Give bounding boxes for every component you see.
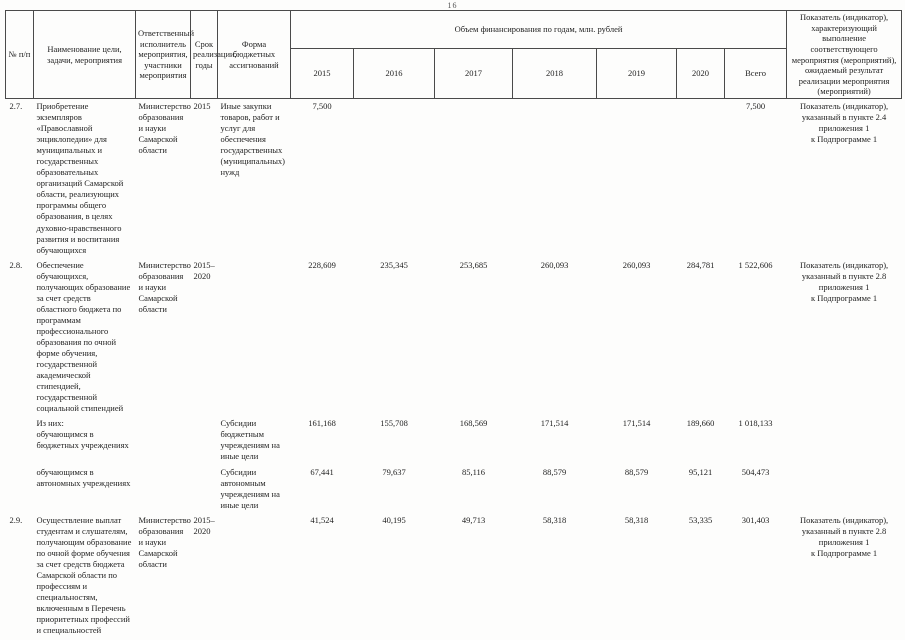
cell-row-number: 2.8. <box>9 259 23 270</box>
cell-value-2020: 53,335 <box>688 514 713 525</box>
cell-value-2020 <box>677 99 725 258</box>
cell-value-2019: 171,514 <box>622 418 651 429</box>
cell-period: 2015 <box>193 101 211 111</box>
cell-activity-name: Из них: обучающимся в бюджетных учрежден… <box>36 418 129 451</box>
cell-value-2018: 171,514 <box>540 418 569 429</box>
cell-activity-name: Приобретение экземпляров «Православной э… <box>36 101 124 255</box>
cell-budget-form <box>218 258 291 417</box>
cell-value-2017: 49,713 <box>461 514 486 525</box>
cell-period: 2015– 2020 <box>193 514 215 536</box>
cell-value-2020: 189,660 <box>686 418 715 429</box>
header-period: Срок реализации, годы <box>190 10 237 99</box>
cell-budget-form: Иные закупки товаров, работ и услуг для … <box>220 101 286 178</box>
cell-value-2019: 260,093 <box>622 259 651 270</box>
cell-value-2017: 253,685 <box>459 259 488 270</box>
cell-value-2015: 228,609 <box>308 259 336 270</box>
page-number: 16 <box>447 1 458 10</box>
table-body: 2.7. Приобретение экземпляров «Православ… <box>6 99 902 640</box>
cell-value-2017 <box>435 99 513 258</box>
table-row: Из них: обучающимся в бюджетных учрежден… <box>6 416 902 464</box>
cell-value-2020: 284,781 <box>686 259 715 270</box>
cell-value-2016: 79,637 <box>382 466 406 477</box>
header-year-2016: 2016 <box>353 48 435 99</box>
header-total: Всего <box>723 48 788 99</box>
cell-executor: Министерство образования и науки Самарск… <box>138 101 191 156</box>
header-row-years: 2015 2016 2017 2018 2019 2020 Всего <box>6 48 902 99</box>
cell-value-2018: 58,318 <box>542 514 567 525</box>
cell-value-total: 301,403 <box>741 514 770 525</box>
header-activity-name: Наименование цели, задачи, мероприятия <box>33 10 136 99</box>
table-row: обучающимся в автономных учреждениях Суб… <box>6 465 902 513</box>
cell-value-2015: 67,441 <box>310 466 334 477</box>
header-year-2020: 2020 <box>676 48 725 99</box>
cell-value-total: 7,500 <box>745 101 766 111</box>
cell-value-2019 <box>597 99 677 258</box>
cell-value-2016: 155,708 <box>380 418 408 429</box>
cell-period <box>191 465 218 513</box>
cell-row-number: 2.9. <box>9 514 23 525</box>
cell-executor: Министерство образования и науки Самарск… <box>138 259 191 314</box>
cell-value-2020: 95,121 <box>688 466 713 477</box>
header-year-2018: 2018 <box>512 48 597 99</box>
cell-value-total: 1 522,606 <box>738 259 773 270</box>
header-indicator: Показатель (индикатор), характеризующий … <box>786 10 903 99</box>
cell-executor <box>136 416 191 464</box>
cell-executor <box>136 465 191 513</box>
cell-value-2016 <box>354 99 435 258</box>
cell-value-2016: 40,195 <box>382 514 406 525</box>
cell-value-2015: 161,168 <box>308 418 336 429</box>
header-year-2019: 2019 <box>596 48 677 99</box>
cell-budget-form: Субсидии бюджетным учреждениям на иные ц… <box>220 418 280 462</box>
cell-indicator <box>787 416 902 464</box>
cell-row-number <box>6 416 34 464</box>
header-financing-group: Объем финансирования по годам, млн. рубл… <box>289 9 788 50</box>
cell-value-total: 1 018,133 <box>738 418 773 429</box>
cell-value-2018 <box>513 99 597 258</box>
table-row: 2.9. Осуществление выплат студентам и сл… <box>6 513 902 640</box>
budget-financing-table: № п/п Наименование цели, задачи, меропри… <box>5 9 903 640</box>
cell-activity-name: обучающимся в автономных учреждениях <box>36 466 131 488</box>
cell-value-2019: 88,579 <box>624 466 649 477</box>
cell-indicator: Показатель (индикатор), указанный в пунк… <box>799 259 889 303</box>
header-year-2015: 2015 <box>290 48 354 99</box>
header-year-2017: 2017 <box>434 48 513 99</box>
cell-value-2015: 7,500 <box>312 101 332 111</box>
cell-indicator <box>787 465 902 513</box>
cell-executor: Министерство образования и науки Самарск… <box>138 514 191 569</box>
cell-value-2018: 260,093 <box>540 259 569 270</box>
cell-value-2016: 235,345 <box>380 259 408 270</box>
cell-row-number <box>6 465 34 513</box>
cell-row-number: 2.7. <box>9 101 23 111</box>
header-row-group: № п/п Наименование цели, задачи, меропри… <box>5 9 903 99</box>
cell-value-total: 504,473 <box>741 466 770 477</box>
cell-value-2019: 58,318 <box>624 514 649 525</box>
cell-activity-name: Обеспечение обучающихся, получающих обра… <box>36 259 131 414</box>
cell-period <box>191 416 218 464</box>
cell-value-2017: 85,116 <box>461 466 486 477</box>
cell-budget-form: Субсидии автономным учреждениям на иные … <box>220 466 280 510</box>
cell-value-2018: 88,579 <box>542 466 567 477</box>
cell-activity-name: Осуществление выплат студентам и слушате… <box>36 514 132 640</box>
table-row: 2.7. Приобретение экземпляров «Православ… <box>6 99 902 258</box>
cell-indicator: Показатель (индикатор), указанный в пунк… <box>799 514 889 558</box>
table-row: 2.8. Обеспечение обучающихся, получающих… <box>6 258 902 417</box>
cell-value-2015: 41,524 <box>310 514 334 525</box>
cell-budget-form <box>218 513 291 640</box>
cell-period: 2015– 2020 <box>193 259 215 281</box>
header-executor: Ответственный исполнитель мероприятия, у… <box>135 10 194 99</box>
cell-indicator: Показатель (индикатор), указанный в пунк… <box>799 101 889 145</box>
header-num: № п/п <box>5 10 34 99</box>
table-header: № п/п Наименование цели, задачи, меропри… <box>5 9 903 99</box>
cell-value-2017: 168,569 <box>459 418 488 429</box>
header-budget-form: Форма бюджетных ассигнований <box>217 10 291 99</box>
